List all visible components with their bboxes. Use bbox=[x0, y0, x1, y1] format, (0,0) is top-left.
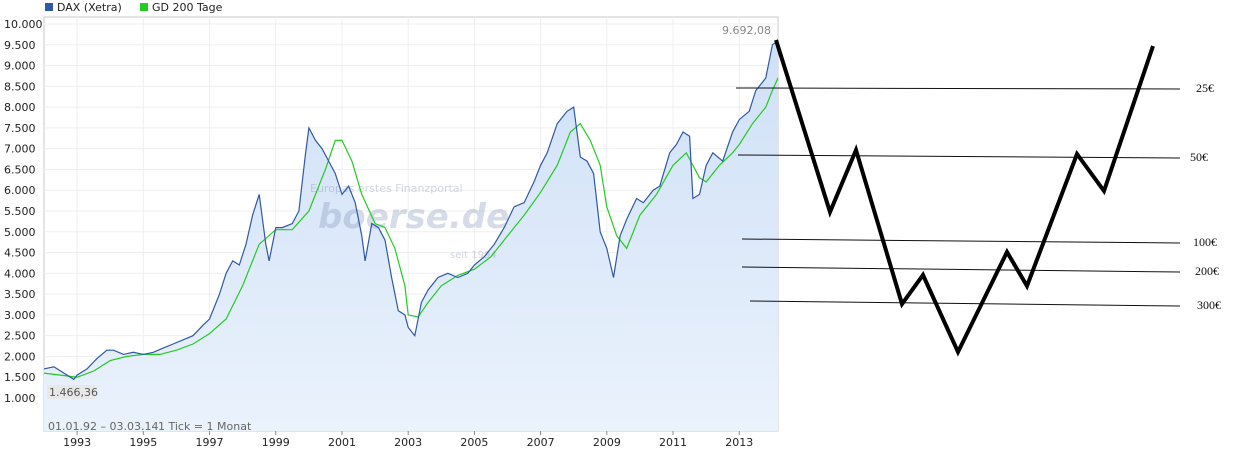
y-tick-label: 5.500 bbox=[4, 205, 36, 218]
y-tick-label: 8.000 bbox=[4, 101, 36, 114]
x-tick-label: 2001 bbox=[328, 436, 356, 449]
hand-label-300: 300€ bbox=[1197, 298, 1221, 312]
sketch-line-300 bbox=[749, 300, 1181, 307]
x-tick-label: 1993 bbox=[63, 436, 91, 449]
watermark-tagline: Europas erstes Finanzportal bbox=[310, 182, 463, 195]
y-tick-label: 1.000 bbox=[4, 392, 36, 405]
y-tick-label: 3.500 bbox=[4, 288, 36, 301]
x-tick-label: 2009 bbox=[593, 436, 621, 449]
y-tick-label: 2.000 bbox=[4, 350, 36, 363]
min-value-label-bg bbox=[47, 385, 95, 399]
y-tick-label: 9.000 bbox=[4, 60, 36, 73]
y-tick-label: 7.000 bbox=[4, 143, 36, 156]
y-tick-label: 6.500 bbox=[4, 163, 36, 176]
hand-drawn-sketch: 25€ 50€ 100€ 200€ 300€ bbox=[735, 39, 1221, 357]
y-tick-label: 9.500 bbox=[4, 39, 36, 52]
hand-label-200: 200€ bbox=[1195, 264, 1219, 278]
series-line-dax bbox=[43, 40, 779, 381]
y-tick-label: 6.000 bbox=[4, 184, 36, 197]
y-tick-label: 2.500 bbox=[4, 330, 36, 343]
watermark-small: seit 1994 bbox=[450, 250, 497, 261]
y-tick-label: 1.500 bbox=[4, 371, 36, 384]
y-tick-label: 10.000 bbox=[4, 18, 43, 31]
sketch-zigzag bbox=[774, 39, 1155, 357]
y-axis: 1.000 1.500 2.000 2.500 3.000 3.500 4.000 4.500… bbox=[4, 18, 43, 405]
legend-label-dax: DAX (Xetra) bbox=[57, 1, 122, 14]
tick-note: 1 Tick = 1 Monat bbox=[158, 420, 252, 433]
x-tick-label: 1999 bbox=[262, 436, 290, 449]
min-value-label: 1.466,36 bbox=[49, 386, 98, 399]
dax-area-fill bbox=[44, 40, 778, 431]
hand-label-25: 25€ bbox=[1196, 81, 1214, 95]
x-tick-label: 2013 bbox=[725, 436, 753, 449]
sketch-line-100 bbox=[741, 238, 1181, 244]
x-axis: 1993 1995 1997 1999 2001 2003 2005 2007 2009 2011… bbox=[63, 431, 753, 449]
x-tick-label: 2003 bbox=[394, 436, 422, 449]
series-lines bbox=[43, 40, 779, 381]
date-range-note: 01.01.92 – 03.03.14 bbox=[48, 420, 158, 433]
legend: DAX (Xetra) GD 200 Tage bbox=[45, 1, 223, 14]
y-tick-label: 4.000 bbox=[4, 267, 36, 280]
y-tick-label: 4.500 bbox=[4, 247, 36, 260]
x-tick-label: 2005 bbox=[460, 436, 488, 449]
y-tick-label: 3.000 bbox=[4, 309, 36, 322]
watermark: Europas erstes Finanzportal boerse.de se… bbox=[310, 182, 509, 261]
x-tick-label: 1995 bbox=[129, 436, 157, 449]
sketch-line-25 bbox=[735, 87, 1181, 90]
hand-label-50: 50€ bbox=[1190, 150, 1208, 164]
dax-area bbox=[44, 40, 778, 431]
y-tick-label: 8.500 bbox=[4, 80, 36, 93]
y-tick-label: 7.500 bbox=[4, 122, 36, 135]
sketch-line-200 bbox=[741, 266, 1181, 273]
y-tick-label: 5.000 bbox=[4, 226, 36, 239]
x-tick-label: 2007 bbox=[527, 436, 555, 449]
series-line-gd200 bbox=[43, 77, 779, 378]
x-tick-label: 2011 bbox=[659, 436, 687, 449]
x-tick-label: 1997 bbox=[196, 436, 224, 449]
max-value-label: 9.692,08 bbox=[722, 24, 771, 37]
watermark-brand: boerse.de bbox=[318, 197, 509, 237]
hand-label-100: 100€ bbox=[1193, 235, 1217, 249]
legend-swatch-gd200 bbox=[140, 3, 148, 11]
legend-label-gd200: GD 200 Tage bbox=[152, 1, 223, 14]
legend-swatch-dax bbox=[45, 3, 53, 11]
